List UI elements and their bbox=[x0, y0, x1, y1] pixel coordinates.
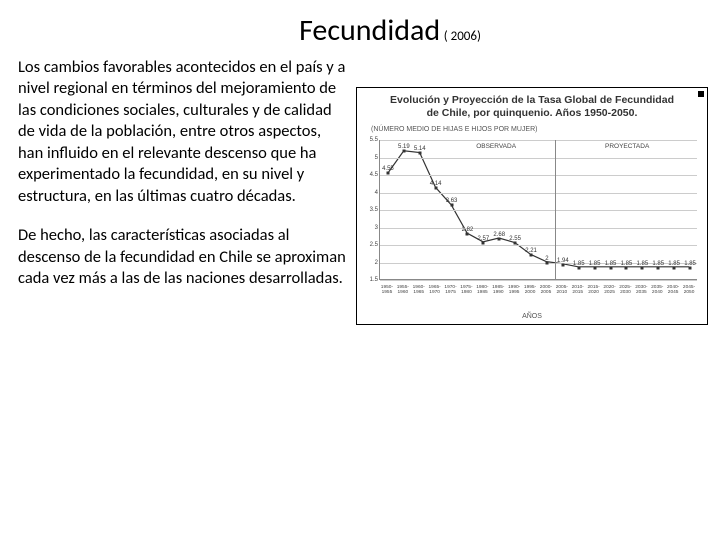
chart-subtitle: (NÚMERO MEDIO DE HIJAS E HIJOS POR MUJER… bbox=[371, 126, 701, 133]
y-tick-label: 2.5 bbox=[370, 242, 380, 248]
gridline bbox=[380, 263, 697, 264]
y-tick-label: 5 bbox=[375, 155, 380, 161]
group-label-projected: PROYECTADA bbox=[605, 143, 649, 150]
paragraph-1: Los cambios favorables acontecidos en el… bbox=[18, 57, 348, 207]
gridline bbox=[380, 158, 697, 159]
x-tick-label: 1985-1990 bbox=[492, 286, 504, 296]
slide-title-year: ( 2006) bbox=[444, 29, 481, 44]
data-value-label: 1.85 bbox=[668, 261, 680, 267]
obs-proj-divider bbox=[555, 140, 556, 279]
slide-title-wrap: Fecundidad ( 2006) bbox=[60, 0, 720, 57]
data-value-label: 1.85 bbox=[621, 261, 633, 267]
gridline bbox=[380, 245, 697, 246]
data-value-label: 1.85 bbox=[684, 261, 696, 267]
data-point bbox=[545, 261, 548, 264]
data-value-label: 2.55 bbox=[509, 236, 521, 242]
data-value-label: 2.21 bbox=[525, 248, 537, 254]
x-tick-label: 2020-2025 bbox=[603, 286, 615, 296]
text-column: Los cambios favorables acontecidos en el… bbox=[18, 57, 348, 325]
data-value-label: 4.14 bbox=[430, 180, 442, 186]
y-tick-label: 1.5 bbox=[370, 277, 380, 283]
data-point bbox=[625, 266, 628, 269]
data-point bbox=[593, 266, 596, 269]
data-value-label: 2.82 bbox=[462, 227, 474, 233]
data-value-label: 2.68 bbox=[493, 231, 505, 237]
x-tick-label: 1990-1995 bbox=[508, 286, 520, 296]
data-value-label: 2.57 bbox=[478, 235, 490, 241]
data-point bbox=[609, 266, 612, 269]
x-tick-label: 2025-2030 bbox=[619, 286, 631, 296]
x-tick-label: 1975-1980 bbox=[460, 286, 472, 296]
data-value-label: 1.85 bbox=[589, 261, 601, 267]
data-point bbox=[402, 149, 405, 152]
data-value-label: 2 bbox=[545, 255, 548, 261]
x-tick-label: 2010-2015 bbox=[572, 286, 584, 296]
y-tick-label: 5.5 bbox=[370, 137, 380, 143]
x-tick-label: 2035-2040 bbox=[651, 286, 663, 296]
x-tick-label: 1955-1960 bbox=[397, 286, 409, 296]
x-tick-label: 2005-2010 bbox=[556, 286, 568, 296]
gridline bbox=[380, 193, 697, 194]
x-tick-label: 1995-2000 bbox=[524, 286, 536, 296]
data-point bbox=[434, 186, 437, 189]
chart-column: Evolución y Proyección de la Tasa Global… bbox=[348, 57, 720, 325]
data-value-label: 5.19 bbox=[398, 144, 410, 150]
group-label-observed: OBSERVADA bbox=[476, 143, 516, 150]
data-value-label: 1.94 bbox=[557, 257, 569, 263]
chart-title-line1: Evolución y Proyección de la Tasa Global… bbox=[390, 94, 674, 106]
x-tick-label: 2040-2045 bbox=[667, 286, 679, 296]
data-value-label: 4.55 bbox=[382, 166, 394, 172]
data-point bbox=[641, 266, 644, 269]
data-value-label: 1.85 bbox=[637, 261, 649, 267]
y-tick-label: 4.5 bbox=[370, 172, 380, 178]
chart-title-line2: de Chile, por quinquenio. Años 1950-2050… bbox=[427, 107, 638, 119]
slide-title: Fecundidad bbox=[299, 12, 440, 49]
x-axis-labels: 1950-1955 1955-1960 1960-1965 1965-19701970… bbox=[379, 286, 697, 306]
paragraph-2: De hecho, las características asociadas … bbox=[18, 225, 348, 289]
y-tick-label: 3 bbox=[375, 225, 380, 231]
data-point bbox=[673, 266, 676, 269]
data-point bbox=[450, 204, 453, 207]
data-value-label: 1.85 bbox=[573, 261, 585, 267]
data-point bbox=[466, 232, 469, 235]
gridline bbox=[380, 210, 697, 211]
content-row: Los cambios favorables acontecidos en el… bbox=[0, 57, 720, 325]
fertility-chart: Evolución y Proyección de la Tasa Global… bbox=[356, 87, 708, 325]
x-tick-label: 2000-2005 bbox=[540, 286, 552, 296]
y-tick-label: 3.5 bbox=[370, 207, 380, 213]
x-tick-label: 2030-2035 bbox=[635, 286, 647, 296]
gridline bbox=[380, 140, 697, 141]
data-point bbox=[418, 151, 421, 154]
x-axis-title: AÑOS bbox=[357, 313, 707, 320]
gridline bbox=[380, 280, 697, 281]
data-point bbox=[498, 237, 501, 240]
x-tick-label: 2015-2020 bbox=[588, 286, 600, 296]
x-tick-label: 1960-1965 bbox=[413, 286, 425, 296]
gridline bbox=[380, 228, 697, 229]
data-point bbox=[689, 266, 692, 269]
x-tick-label: 2045-2050 bbox=[683, 286, 695, 296]
data-point bbox=[530, 254, 533, 257]
corner-mark-icon bbox=[698, 91, 704, 97]
y-tick-label: 4 bbox=[375, 190, 380, 196]
data-value-label: 3.63 bbox=[446, 198, 458, 204]
x-tick-label: 1970-1975 bbox=[444, 286, 456, 296]
data-point bbox=[386, 172, 389, 175]
plot-area: 1.522.533.544.555.5OBSERVADAPROYECTADA4.… bbox=[379, 140, 697, 280]
y-tick-label: 2 bbox=[375, 260, 380, 266]
data-point bbox=[561, 263, 564, 266]
data-point bbox=[577, 266, 580, 269]
data-value-label: 1.85 bbox=[605, 261, 617, 267]
data-point bbox=[657, 266, 660, 269]
data-value-label: 1.85 bbox=[652, 261, 664, 267]
chart-title: Evolución y Proyección de la Tasa Global… bbox=[363, 94, 701, 120]
x-tick-label: 1950-1955 bbox=[381, 286, 393, 296]
gridline bbox=[380, 175, 697, 176]
data-value-label: 5.14 bbox=[414, 145, 426, 151]
x-tick-label: 1980-1985 bbox=[476, 286, 488, 296]
data-point bbox=[514, 242, 517, 245]
data-point bbox=[482, 241, 485, 244]
x-tick-label: 1965-1970 bbox=[429, 286, 441, 296]
